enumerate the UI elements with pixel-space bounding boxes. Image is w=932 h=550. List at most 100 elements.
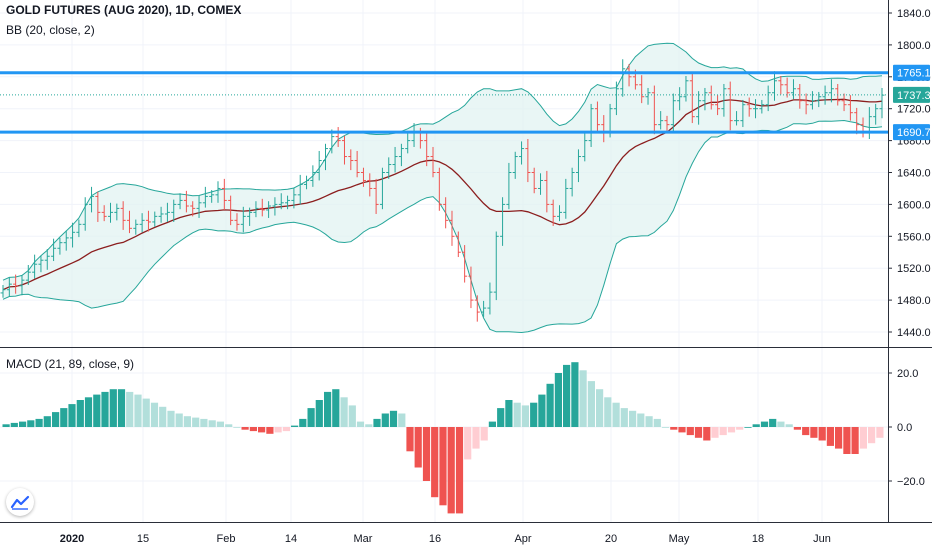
macd-histogram-bar bbox=[414, 427, 422, 468]
macd-histogram-bar bbox=[876, 427, 884, 438]
x-tick-label: 16 bbox=[429, 533, 441, 545]
x-tick-label: Apr bbox=[514, 533, 531, 545]
price-bar bbox=[721, 83, 727, 117]
y-tick-label: 1520.0 bbox=[897, 263, 931, 275]
x-tick-label: 18 bbox=[752, 533, 764, 545]
price-bar bbox=[803, 93, 809, 115]
price-bar bbox=[487, 282, 493, 315]
macd-histogram-bar bbox=[348, 405, 356, 427]
price-bar bbox=[778, 76, 784, 95]
macd-histogram-bar bbox=[620, 408, 628, 427]
macd-histogram-bar bbox=[291, 425, 299, 427]
y-tick-label: 1720.0 bbox=[897, 104, 931, 116]
x-tick-label: 20 bbox=[605, 533, 617, 545]
macd-histogram-bar bbox=[563, 364, 571, 427]
price-bar bbox=[828, 79, 834, 103]
price-bar bbox=[734, 111, 740, 126]
macd-histogram-bar bbox=[258, 427, 266, 433]
macd-histogram-bar bbox=[332, 389, 340, 427]
macd-histogram-bar bbox=[315, 400, 323, 427]
badge-text: 1690.7 bbox=[897, 127, 931, 139]
price-bar bbox=[171, 199, 177, 222]
macd-histogram-bar bbox=[249, 427, 257, 432]
x-tick-label: 14 bbox=[285, 533, 297, 545]
macd-histogram-bar bbox=[497, 408, 505, 427]
price-bar bbox=[101, 205, 107, 222]
macd-histogram bbox=[2, 362, 884, 514]
price-bar bbox=[708, 85, 714, 110]
price-bar bbox=[639, 75, 645, 104]
price-bar bbox=[145, 210, 151, 232]
x-tick-label: May bbox=[669, 533, 690, 545]
price-bar bbox=[278, 193, 284, 210]
macd-histogram-bar bbox=[324, 391, 332, 427]
price-bar bbox=[658, 111, 664, 130]
price-bar bbox=[715, 95, 721, 116]
price-bar bbox=[316, 150, 322, 181]
macd-histogram-bar bbox=[299, 418, 307, 427]
y-tick-label: 1560.0 bbox=[897, 231, 931, 243]
macd-histogram-bar bbox=[579, 370, 587, 427]
macd-histogram-bar bbox=[27, 420, 35, 428]
price-bar bbox=[341, 135, 347, 165]
price-bar bbox=[550, 199, 556, 226]
macd-histogram-bar bbox=[472, 427, 480, 449]
tradingview-logo[interactable] bbox=[6, 488, 34, 516]
macd-histogram-bar bbox=[538, 394, 546, 427]
price-bar bbox=[354, 150, 360, 178]
price-bar bbox=[847, 95, 853, 121]
price-bar bbox=[13, 274, 19, 294]
y-tick-label: 1600.0 bbox=[897, 199, 931, 211]
macd-histogram-bar bbox=[694, 427, 703, 438]
price-bar bbox=[221, 178, 227, 210]
badge-bg bbox=[893, 64, 930, 81]
price-bar bbox=[120, 201, 126, 230]
macd-histogram-bar bbox=[835, 427, 843, 449]
macd-histogram-bar bbox=[233, 427, 241, 428]
badge-bg bbox=[893, 124, 930, 141]
y-tick-label: 1640.0 bbox=[897, 168, 931, 180]
price-bar bbox=[405, 133, 411, 154]
price-bar bbox=[323, 143, 329, 171]
price-bar bbox=[190, 201, 196, 217]
bb-indicator-label[interactable]: BB (20, close, 2) bbox=[6, 23, 95, 37]
price-bar bbox=[360, 167, 366, 187]
macd-histogram-bar bbox=[521, 405, 529, 427]
price-bar bbox=[164, 202, 170, 222]
macd-histogram-bar bbox=[93, 394, 101, 427]
macd-histogram-bar bbox=[241, 427, 249, 430]
x-tick-label: Jun bbox=[813, 533, 831, 545]
macd-histogram-bar bbox=[859, 427, 867, 449]
price-bar bbox=[512, 151, 518, 179]
macd-histogram-bar bbox=[439, 427, 447, 506]
price-bar bbox=[809, 91, 815, 110]
macd-histogram-bar bbox=[431, 427, 439, 498]
macd-histogram-bar bbox=[686, 427, 694, 436]
price-bar bbox=[449, 210, 455, 246]
macd-indicator-label[interactable]: MACD (21, 89, close, 9) bbox=[6, 357, 135, 371]
price-bar bbox=[114, 203, 120, 221]
price-bar bbox=[753, 99, 759, 119]
price-bar bbox=[683, 76, 689, 102]
price-bar bbox=[44, 249, 50, 270]
price-bar bbox=[493, 231, 499, 301]
macd-histogram-bar bbox=[629, 410, 637, 427]
price-bar bbox=[702, 87, 708, 111]
macd-histogram-bar bbox=[546, 383, 554, 427]
price-bar bbox=[196, 195, 202, 218]
macd-histogram-bar bbox=[340, 397, 348, 427]
price-bar bbox=[285, 195, 291, 210]
chart-title: GOLD FUTURES (AUG 2020), 1D, COMEX bbox=[6, 3, 242, 17]
x-tick-label: Feb bbox=[217, 533, 236, 545]
price-bar bbox=[854, 107, 860, 135]
badge-text: 1737.3 bbox=[897, 90, 931, 102]
macd-histogram-bar bbox=[653, 418, 661, 427]
price-bar bbox=[158, 206, 164, 223]
price-bar bbox=[468, 266, 474, 309]
price-bar bbox=[474, 295, 480, 322]
price-bar bbox=[424, 133, 430, 167]
price-bar bbox=[215, 181, 221, 203]
price-bar bbox=[335, 127, 341, 147]
price-bar bbox=[689, 73, 695, 124]
